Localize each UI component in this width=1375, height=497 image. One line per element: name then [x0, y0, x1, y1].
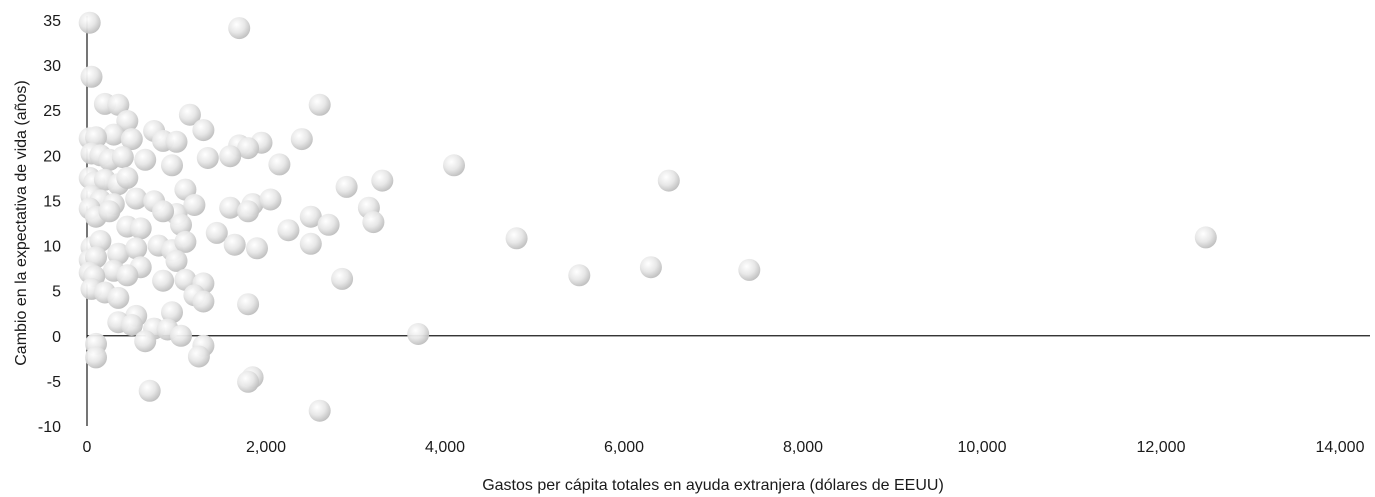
data-point: [196, 147, 219, 169]
data-point: [98, 200, 121, 223]
data-point: [657, 169, 680, 192]
x-tick-label: 12,000: [1137, 439, 1186, 456]
data-point: [165, 130, 188, 153]
data-point: [371, 169, 394, 192]
data-point: [443, 154, 465, 177]
data-point: [237, 293, 260, 316]
data-point: [85, 346, 107, 369]
data-point: [639, 256, 662, 279]
x-tick-label: 0: [83, 439, 92, 456]
data-point: [116, 166, 139, 189]
data-point: [107, 93, 130, 116]
data-point: [111, 146, 134, 169]
x-tick-labels: 0 2,000 4,000 6,000 8,000 10,000 12,000 14,000: [83, 439, 1365, 456]
data-point: [228, 17, 251, 40]
data-point: [78, 11, 101, 34]
data-point: [362, 211, 385, 234]
y-tick-label: 5: [52, 284, 61, 301]
data-point: [134, 330, 157, 353]
data-point: [237, 200, 260, 223]
data-points: [78, 11, 1217, 422]
data-point: [152, 200, 175, 223]
x-tick-label: 2,000: [246, 439, 286, 456]
data-point: [138, 379, 161, 402]
y-tick-label: -10: [38, 419, 61, 436]
data-point: [407, 323, 430, 345]
data-point: [308, 93, 331, 116]
data-point: [129, 217, 152, 240]
data-point: [152, 269, 175, 292]
data-point: [161, 301, 183, 324]
data-point: [116, 110, 139, 132]
data-point: [205, 221, 228, 244]
data-point: [1194, 226, 1217, 249]
data-point: [219, 145, 242, 168]
y-axis-title: Cambio en la expectativa de vida (años): [13, 80, 30, 366]
data-point: [187, 345, 210, 368]
data-point: [299, 205, 322, 228]
data-point: [125, 237, 148, 260]
data-point: [335, 175, 358, 198]
data-point: [102, 123, 125, 146]
data-point: [738, 258, 761, 281]
data-point: [80, 65, 103, 88]
y-tick-label: 30: [43, 58, 61, 75]
data-point: [505, 227, 528, 250]
y-tick-label: 20: [43, 148, 61, 165]
x-tick-label: 10,000: [958, 439, 1007, 456]
data-point: [308, 399, 331, 422]
data-point: [317, 213, 340, 236]
data-point: [170, 213, 192, 236]
y-tick-labels: -10 -5 0 5 10 15 20 25 30 35: [38, 13, 61, 436]
y-tick-label: 0: [52, 329, 61, 346]
data-point: [107, 286, 130, 309]
data-point: [174, 230, 197, 253]
data-point: [299, 232, 322, 255]
data-point: [125, 187, 148, 210]
data-point: [219, 196, 242, 219]
data-point: [170, 324, 192, 347]
data-point: [259, 188, 282, 211]
x-tick-label: 8,000: [783, 439, 823, 456]
x-axis-title: Gastos per cápita totales en ayuda extra…: [482, 477, 944, 494]
axes: [86, 16, 1370, 426]
data-point: [161, 154, 183, 177]
data-point: [331, 267, 354, 290]
data-point: [192, 290, 215, 313]
data-point: [192, 119, 215, 142]
y-tick-label: 25: [43, 103, 61, 120]
data-point: [120, 314, 143, 336]
data-point: [178, 103, 201, 126]
data-point: [568, 264, 591, 287]
data-point: [107, 242, 130, 265]
x-tick-label: 6,000: [604, 439, 644, 456]
data-point: [165, 249, 188, 272]
data-point: [134, 148, 157, 171]
x-tick-label: 14,000: [1316, 439, 1365, 456]
data-point: [183, 194, 206, 216]
data-point: [116, 264, 139, 287]
data-point: [246, 237, 268, 260]
y-tick-label: 35: [43, 13, 61, 30]
y-tick-label: 15: [43, 193, 61, 210]
y-tick-label: -5: [47, 374, 61, 391]
data-point: [120, 128, 143, 151]
data-point: [237, 370, 260, 393]
y-tick-label: 10: [43, 239, 61, 256]
data-point: [277, 219, 300, 242]
data-point: [290, 128, 313, 151]
x-tick-label: 4,000: [425, 439, 465, 456]
data-point: [223, 233, 246, 256]
data-point: [237, 137, 260, 160]
data-point: [268, 153, 291, 176]
